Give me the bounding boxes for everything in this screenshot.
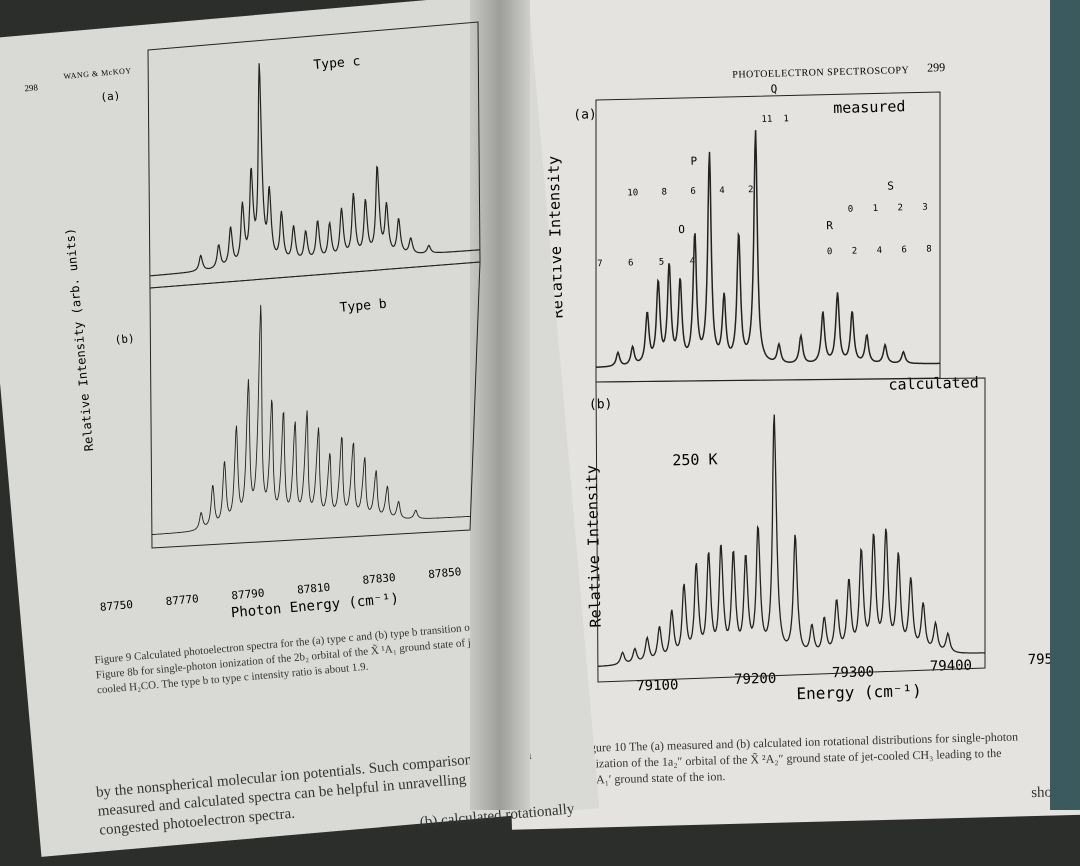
- panel-frame: [149, 261, 481, 549]
- book-gutter: [470, 0, 530, 810]
- background-edge: [1050, 0, 1080, 810]
- spectrum-line: [596, 130, 940, 368]
- spectrum-line: [597, 414, 985, 667]
- spectrum-line: [151, 304, 471, 536]
- panel-frame: [595, 91, 941, 383]
- panel-frame: [595, 377, 986, 683]
- spectrum-line: [149, 63, 480, 277]
- spectra-plots: [147, 21, 986, 683]
